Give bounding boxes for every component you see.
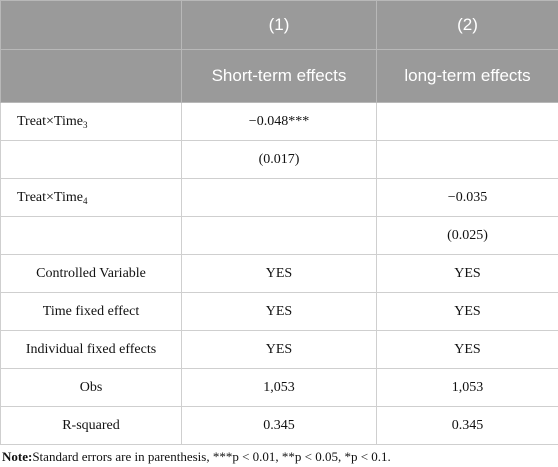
cell-long-term: 1,053 [376, 368, 558, 407]
table-row: Time fixed effect YES YES [0, 292, 558, 331]
table-row: (0.017) [0, 140, 558, 179]
cell-long-term: 0.345 [376, 406, 558, 445]
header-cell-empty [0, 0, 182, 50]
footnote-prefix: Note: [2, 449, 33, 464]
cell-short-term: 0.345 [181, 406, 377, 445]
cell-short-term: YES [181, 254, 377, 293]
row-label: Individual fixed effects [0, 330, 182, 369]
cell-short-term: −0.048*** [181, 102, 377, 141]
header-row-model-numbers: (1) (2) [0, 0, 558, 50]
table-row: Individual fixed effects YES YES [0, 330, 558, 369]
row-label-subscript: 3 [83, 119, 88, 130]
header-cell-empty [0, 49, 182, 103]
footnote-text: Standard errors are in parenthesis, ***p… [32, 449, 391, 464]
header-row-model-names: Short-term effects long-term effects [0, 49, 558, 103]
row-label: Treat×Time3 [0, 102, 182, 141]
cell-long-term: YES [376, 254, 558, 293]
cell-short-term [181, 178, 377, 217]
cell-short-term [181, 216, 377, 255]
row-label: Time fixed effect [0, 292, 182, 331]
table-row: Treat×Time3 −0.048*** [0, 102, 558, 141]
table-row: Controlled Variable YES YES [0, 254, 558, 293]
row-label [0, 140, 182, 179]
row-label: Controlled Variable [0, 254, 182, 293]
cell-short-term: (0.017) [181, 140, 377, 179]
row-label-subscript: 4 [83, 195, 88, 206]
cell-short-term: 1,053 [181, 368, 377, 407]
cell-short-term: YES [181, 292, 377, 331]
table-row: R-squared 0.345 0.345 [0, 406, 558, 445]
row-label [0, 216, 182, 255]
row-label-text: Treat×Time [17, 113, 83, 129]
cell-long-term [376, 140, 558, 179]
cell-short-term: YES [181, 330, 377, 369]
table-footnote: Note:Standard errors are in parenthesis,… [2, 449, 391, 465]
cell-long-term: (0.025) [376, 216, 558, 255]
header-cell-model-2: (2) [376, 0, 558, 50]
row-label: Obs [0, 368, 182, 407]
header-cell-long-term: long-term effects [376, 49, 558, 103]
header-cell-short-term: Short-term effects [181, 49, 377, 103]
row-label: R-squared [0, 406, 182, 445]
cell-long-term: −0.035 [376, 178, 558, 217]
row-label: Treat×Time4 [0, 178, 182, 217]
row-label-text: Treat×Time [17, 189, 83, 205]
regression-results-table: (1) (2) Short-term effects long-term eff… [0, 0, 558, 445]
cell-long-term: YES [376, 292, 558, 331]
cell-long-term: YES [376, 330, 558, 369]
table-row: (0.025) [0, 216, 558, 255]
table-row: Treat×Time4 −0.035 [0, 178, 558, 217]
table-row: Obs 1,053 1,053 [0, 368, 558, 407]
cell-long-term [376, 102, 558, 141]
header-cell-model-1: (1) [181, 0, 377, 50]
